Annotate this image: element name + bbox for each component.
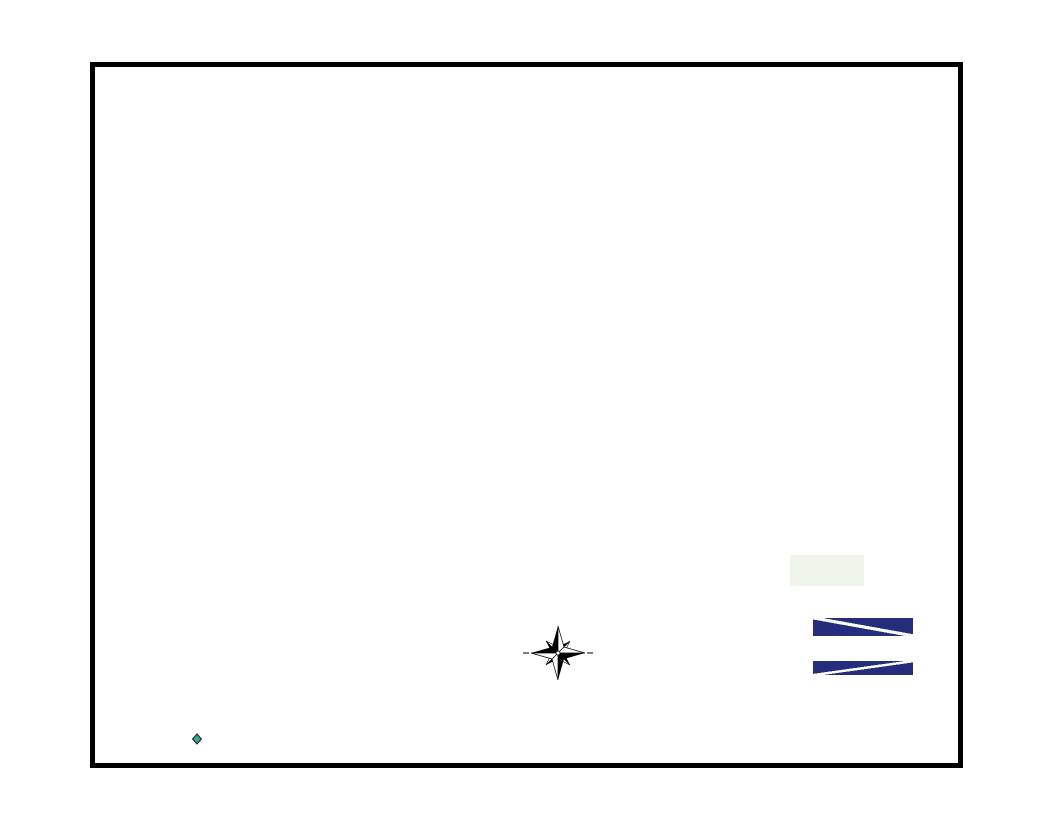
- map-frame: [90, 62, 963, 768]
- compass-rose-icon: [523, 625, 593, 681]
- station-marker-icon: [191, 733, 203, 745]
- cepa-logo: [790, 555, 864, 586]
- iac-logo-top-band: [813, 618, 913, 636]
- iac-logo-bottom-band: [813, 661, 913, 675]
- iac-logo-text: [813, 636, 913, 661]
- scale-bar: [447, 708, 679, 725]
- iac-logo: [813, 618, 913, 676]
